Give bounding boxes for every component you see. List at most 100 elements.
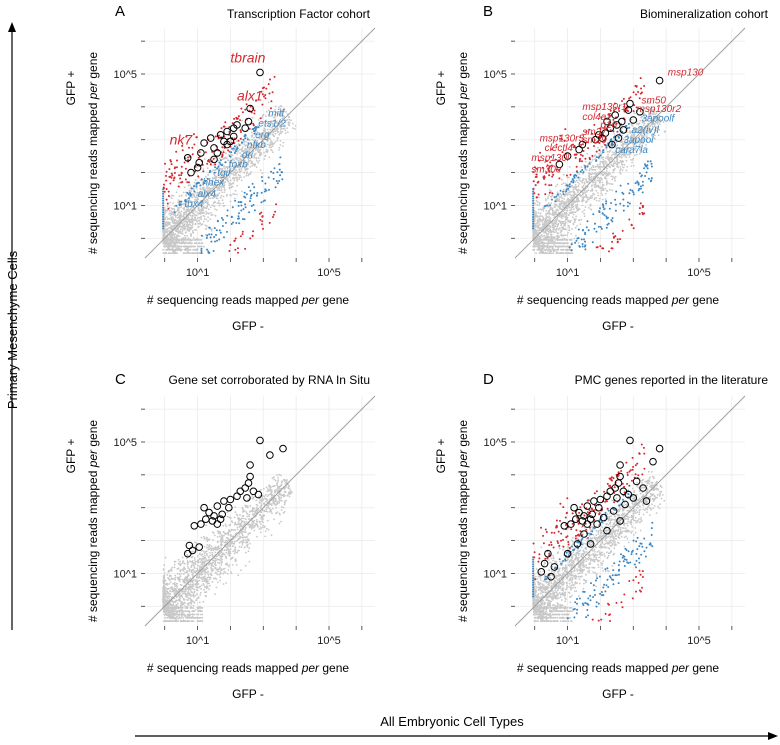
gene-point [563,213,566,216]
gene-point [255,156,258,159]
gene-point [540,252,543,255]
up-gene-point [176,159,178,162]
up-gene-point [171,174,174,177]
gene-point [611,164,614,167]
down-gene-point [605,215,608,218]
gene-point [190,190,192,193]
up-gene-point [224,121,227,124]
gene-point [602,187,605,190]
gene-point [260,153,263,156]
down-gene-point [581,243,584,245]
gene-point [184,218,187,221]
gene-point [555,210,557,213]
gene-point [175,247,178,250]
gene-point [573,186,575,189]
gene-point [598,165,601,168]
gene-point [538,202,541,205]
down-gene-point [244,206,247,209]
gene-point [200,245,203,248]
gene-point [191,242,193,245]
gene-point [213,190,216,193]
gene-point [578,178,581,181]
down-gene-point [644,175,647,177]
down-gene-point [610,202,612,204]
up-gene-point [264,94,267,96]
gene-point [554,248,557,251]
up-edge-point [233,145,236,148]
gene-point [556,183,559,186]
up-gene-point [179,177,182,180]
gene-point [169,214,172,217]
gene-point [545,198,547,201]
gene-point [567,200,570,203]
up-gene-point [180,172,183,175]
gene-point [278,146,281,149]
gene-point [176,209,179,212]
gene-point [250,162,253,165]
gene-point [215,194,218,197]
gene-point [578,218,581,221]
gene-point [591,181,594,184]
gene-point [203,212,206,214]
gene-point [192,232,195,234]
gene-point [565,201,568,203]
gene-point [562,182,565,185]
gene-point [584,206,587,209]
down-gene-point [281,171,284,174]
gene-point [174,248,177,251]
gene-point [598,181,601,184]
gene-point [562,210,565,213]
up-gene-point [222,151,225,154]
down-gene-point [220,217,223,219]
down-outlier-point [234,237,237,240]
down-gene-point [206,234,209,237]
gene-point [251,116,254,119]
gene-point [190,235,192,237]
gene-point [180,206,183,208]
gene-point [557,232,560,235]
gene-point [179,228,182,231]
gene-point [269,144,272,147]
up-gene-point [202,170,205,173]
down-gene-point [256,192,259,194]
gene-point [537,242,540,245]
down-gene-point [634,182,637,185]
gene-point [594,169,597,171]
gene-point [601,160,603,163]
gene-point [571,228,573,230]
gene-point [205,182,207,184]
gene-point [592,192,595,195]
down-outlier-point [638,207,641,210]
gene-point [566,176,569,179]
gene-point [587,198,590,201]
gene-point [205,210,208,213]
gene-point [619,156,622,158]
gene-point [609,149,612,152]
floor-point [162,197,165,200]
down-outlier-point [268,221,271,224]
up-edge-point [187,193,190,196]
gene-point [560,216,563,219]
gene-point [599,179,602,182]
gene-point [168,245,171,248]
gene-point [532,245,534,248]
gene-point [250,134,253,137]
gene-point [591,190,594,192]
gene-point [236,178,239,181]
gene-point [178,235,181,238]
floor-point [532,227,535,230]
down-gene-point [215,229,218,232]
down-gene-point [200,247,203,250]
up-gene-point [233,117,236,120]
gene-point [561,245,563,248]
gene-point [629,159,632,161]
down-gene-point [226,230,228,233]
gene-point [599,187,602,190]
down-gene-point [640,175,643,178]
gene-point [602,173,605,176]
gene-point [581,210,584,213]
gene-point [230,165,233,168]
gene-point [612,153,615,156]
gene-point [565,218,567,221]
gene-point [222,195,225,198]
